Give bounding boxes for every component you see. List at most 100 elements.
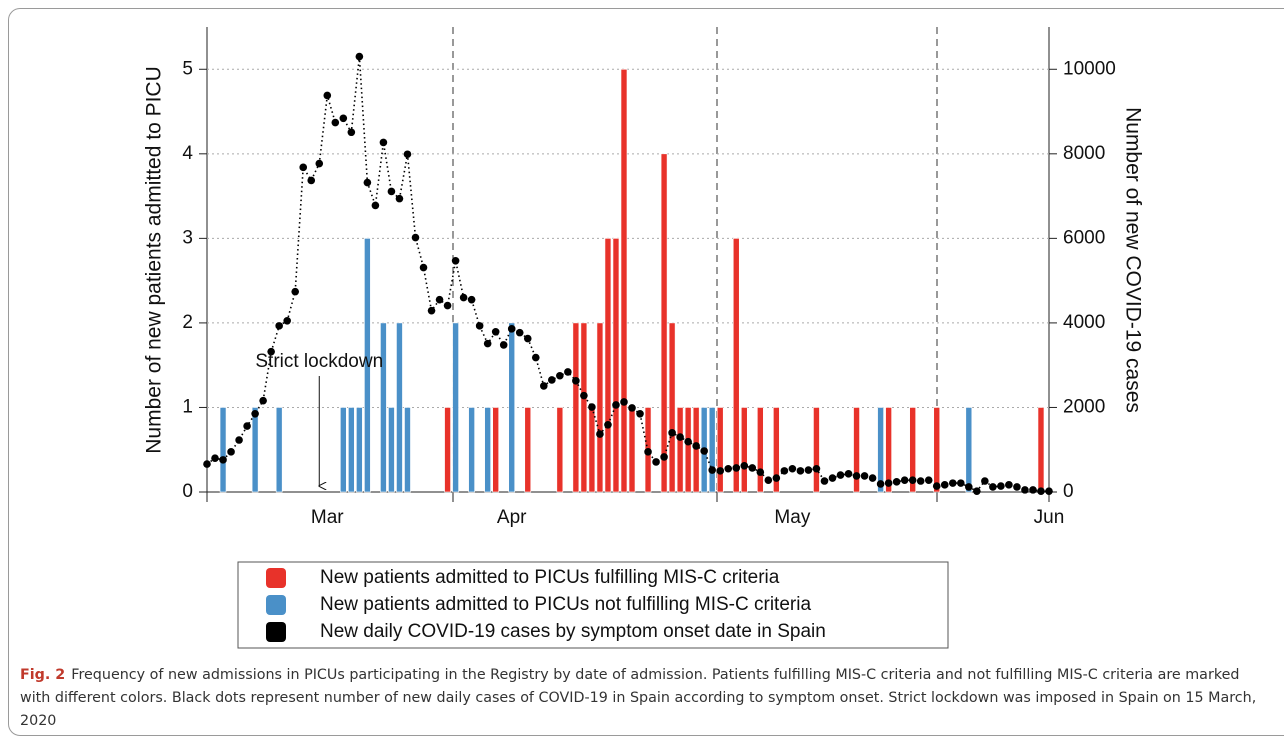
bar <box>877 407 884 493</box>
dot <box>965 483 973 491</box>
chart: Number of new patients admitted to PICU … <box>143 27 1144 649</box>
dot <box>1021 486 1029 494</box>
dot <box>820 477 829 485</box>
dot <box>1029 486 1037 494</box>
y-tick-label: 5 <box>182 58 193 79</box>
dot <box>997 482 1005 490</box>
bar <box>933 407 941 493</box>
dot <box>403 150 412 159</box>
bar <box>348 407 355 493</box>
caption-text: Frequency of new admissions in PICUs par… <box>20 667 1257 729</box>
dot <box>908 476 917 484</box>
dot <box>724 464 733 473</box>
bar <box>596 322 604 493</box>
legend-label: New patients admitted to PICUs not fulfi… <box>320 594 811 615</box>
dot <box>732 464 741 472</box>
dot <box>772 474 781 482</box>
dot <box>339 114 348 123</box>
dot <box>828 474 837 482</box>
bar <box>572 322 580 493</box>
bar <box>668 322 676 493</box>
dot <box>427 306 436 315</box>
dot <box>612 401 620 409</box>
dot <box>419 263 428 272</box>
dot <box>347 128 356 137</box>
dot <box>211 454 219 462</box>
dot <box>531 353 540 362</box>
dot <box>307 176 316 185</box>
dot <box>564 368 572 376</box>
dot <box>1045 487 1053 495</box>
dot <box>235 436 243 444</box>
caption-label: Fig. 2 <box>20 667 66 683</box>
dot <box>475 322 484 330</box>
dot <box>948 479 957 487</box>
dot <box>716 467 725 475</box>
x-tick-label: Jun <box>1034 507 1065 528</box>
y-tick-label: 4 <box>182 143 193 164</box>
bar <box>676 407 684 493</box>
bar <box>388 407 395 493</box>
dot <box>435 295 444 304</box>
y-tick-label: 0 <box>182 481 193 502</box>
dot <box>676 433 684 441</box>
bar <box>732 238 740 493</box>
dot <box>604 420 612 429</box>
dot <box>973 487 981 495</box>
bar <box>380 322 387 493</box>
dot <box>363 178 372 187</box>
legend-marker <box>266 622 286 642</box>
bar <box>219 407 227 493</box>
bar <box>684 407 692 493</box>
y-tick-label: 2 <box>182 312 193 333</box>
bar <box>909 407 916 493</box>
dot <box>924 476 933 484</box>
dot <box>467 295 476 304</box>
dot <box>756 468 765 476</box>
bar <box>1037 407 1045 493</box>
dot <box>868 474 877 482</box>
dot <box>804 466 813 474</box>
dot <box>323 91 332 100</box>
dot <box>291 287 300 296</box>
dot <box>652 458 660 466</box>
dot <box>275 322 283 330</box>
bar <box>813 407 820 493</box>
dot <box>892 478 901 486</box>
dot <box>620 398 628 406</box>
dot <box>379 138 388 147</box>
dot <box>660 453 668 461</box>
bar <box>580 322 588 493</box>
dot <box>395 194 404 203</box>
legend-label: New daily COVID-19 cases by symptom onse… <box>320 621 826 642</box>
dot <box>548 376 556 384</box>
legend-marker <box>266 568 286 588</box>
bar <box>556 407 564 493</box>
dot <box>283 316 291 325</box>
bar <box>692 407 700 493</box>
dot <box>1013 483 1021 491</box>
dot <box>259 396 267 405</box>
bar <box>620 68 628 493</box>
dot <box>989 483 997 491</box>
bar <box>773 407 780 493</box>
dot <box>580 391 588 400</box>
dot <box>932 482 941 490</box>
dot <box>227 448 235 456</box>
annotation: Strict lockdown <box>255 351 383 372</box>
y2-tick-label: 6000 <box>1063 227 1105 248</box>
dot <box>708 466 716 474</box>
bar <box>468 407 475 493</box>
dot <box>411 233 420 242</box>
dot <box>740 461 749 470</box>
dot <box>331 118 340 127</box>
dot <box>916 477 925 485</box>
bar <box>740 407 748 493</box>
dot <box>203 460 211 468</box>
bar <box>396 322 403 493</box>
x-tick-label: Mar <box>311 507 344 528</box>
dot <box>443 301 452 310</box>
bar <box>492 407 499 493</box>
dot <box>219 456 227 464</box>
bar <box>885 407 892 493</box>
